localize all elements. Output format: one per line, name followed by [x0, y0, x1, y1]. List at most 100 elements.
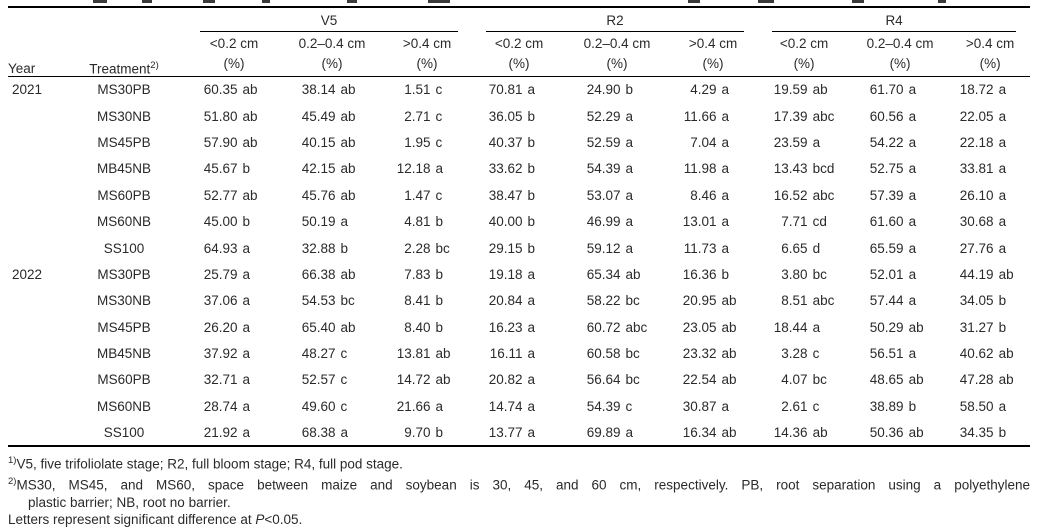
value-number: 33.62	[488, 161, 523, 177]
value-cell: 33.62 b	[472, 156, 566, 182]
value-cell: 12.18 a	[382, 156, 472, 182]
significance-letters: bc	[812, 372, 827, 388]
significance-letters: bc	[625, 346, 640, 362]
year-cell: 2021	[12, 82, 43, 98]
value-number: 38.89	[869, 398, 904, 414]
significance-letters: ab	[998, 346, 1014, 362]
subcol-range: <0.2 cm	[779, 35, 829, 51]
value-number: 48.65	[869, 372, 904, 388]
value-cell: 19.18 a	[472, 261, 566, 287]
root-diameter-distribution-table: Year Treatment2) V5 R2 R4 <0.2 cm (%) 0.2–0.…	[8, 6, 1031, 447]
year-cell	[8, 208, 62, 234]
value-cell: 26.10 a	[950, 182, 1030, 208]
significance-letters: a	[242, 240, 251, 256]
value-cell: 40.00 b	[472, 208, 566, 234]
significance-letters: b	[242, 214, 251, 230]
significance-letters: c	[812, 398, 820, 414]
treatment-cell: SS100	[103, 240, 145, 256]
value-cell: 8.51 abc	[758, 288, 850, 314]
value-cell: 18.44 a	[758, 314, 850, 340]
value-number: 22.05	[959, 108, 994, 124]
significance-letters: a	[908, 240, 917, 256]
significance-letters: abc	[812, 108, 835, 124]
significance-letters: a	[908, 134, 917, 150]
value-number: 20.82	[488, 372, 523, 388]
significance-letters: a	[721, 82, 730, 98]
subcol-header: <0.2 cm (%)	[186, 32, 282, 77]
table-row: MS30NB 37.06 a 54.53 bc 8.41 b 20.84 a 58.22 bc 20.…	[8, 288, 1030, 314]
treatment-cell: MS30NB	[96, 108, 152, 124]
subcol-unit: (%)	[606, 56, 628, 71]
value-number: 7.83	[404, 266, 431, 282]
value-cell: 8.40 b	[382, 314, 472, 340]
significance-letters: a	[998, 214, 1007, 230]
value-cell: 52.77 ab	[186, 182, 282, 208]
value-number: 19.59	[773, 82, 808, 98]
value-number: 4.29	[690, 82, 717, 98]
value-cell: 18.72 a	[950, 77, 1030, 103]
col-header-treatment: Treatment2)	[62, 6, 186, 77]
table-row: SS100 21.92 a 68.38 a 9.70 b 13.77 a 69.89 a 16.34 a…	[8, 419, 1031, 447]
value-cell: 22.18 a	[950, 129, 1030, 155]
value-number: 60.35	[203, 82, 238, 98]
value-cell: 11.66 a	[668, 103, 758, 129]
value-cell: 34.05 b	[950, 288, 1030, 314]
value-cell: 52.57 c	[282, 367, 382, 393]
value-cell: 37.92 a	[186, 340, 282, 366]
significance-letters: a	[998, 161, 1007, 177]
year-cell	[8, 156, 62, 182]
table-row: 2022 MS30PB 25.79 a 66.38 ab 7.83 b 19.18 a 65.34 a…	[8, 261, 1030, 287]
value-number: 3.28	[781, 346, 808, 362]
significance-letters: ab	[435, 372, 451, 388]
subcol-unit: (%)	[979, 56, 1001, 71]
significance-letters: a	[527, 82, 536, 98]
significance-letters: a	[527, 424, 536, 440]
value-cell: 7.71 cd	[758, 208, 850, 234]
value-cell: 48.65 ab	[850, 367, 950, 393]
significance-letters: c	[435, 134, 443, 150]
value-cell: 32.71 a	[186, 367, 282, 393]
value-cell: 54.39 a	[566, 156, 668, 182]
value-cell: 50.29 ab	[850, 314, 950, 340]
significance-letters: c	[340, 398, 348, 414]
significance-letters: ab	[340, 319, 356, 335]
table-row: MB45NB 37.92 a 48.27 c 13.81 ab 16.11 a 60.58 bc 23…	[8, 340, 1030, 366]
table-row: SS100 64.93 a 32.88 b 2.28 bc 29.15 b 59.12 a 11.73…	[8, 235, 1030, 261]
value-number: 66.38	[301, 266, 336, 282]
group-label: R2	[486, 13, 745, 32]
value-number: 1.51	[404, 82, 431, 98]
significance-letters: b	[527, 108, 536, 124]
p-value-symbol: P	[255, 512, 265, 528]
value-cell: 14.74 a	[472, 393, 566, 419]
significance-letters: ab	[340, 82, 356, 98]
group-header-r2: R2	[472, 6, 759, 32]
footnote-stages: 1)V5, five trifoliolate stage; R2, full …	[8, 452, 1030, 473]
significance-letters: b	[435, 293, 444, 309]
value-cell: 60.58 bc	[566, 340, 668, 366]
value-cell: 52.01 a	[850, 261, 950, 287]
value-number: 3.80	[781, 266, 808, 282]
value-number: 60.72	[586, 319, 621, 335]
value-cell: 21.66 a	[382, 393, 472, 419]
group-header-v5: V5	[186, 6, 473, 32]
subcol-header: 0.2–0.4 cm (%)	[282, 32, 382, 77]
value-number: 57.44	[869, 293, 904, 309]
value-number: 57.90	[203, 134, 238, 150]
significance-letters: a	[721, 187, 730, 203]
value-cell: 23.05 ab	[668, 314, 758, 340]
significance-letters: a	[435, 161, 444, 177]
significance-letters: ab	[721, 346, 737, 362]
value-cell: 38.14 ab	[282, 77, 382, 103]
table-row: MS45PB 26.20 a 65.40 ab 8.40 b 16.23 a 60.72 abc 23…	[8, 314, 1030, 340]
value-cell: 58.22 bc	[566, 288, 668, 314]
value-cell: 7.04 a	[668, 129, 758, 155]
value-number: 9.70	[404, 424, 431, 440]
value-number: 34.35	[959, 424, 994, 440]
value-number: 50.29	[869, 319, 904, 335]
value-cell: 70.81 a	[472, 77, 566, 103]
subcol-range: 0.2–0.4 cm	[298, 35, 366, 51]
value-cell: 56.64 bc	[566, 367, 668, 393]
value-number: 44.19	[959, 266, 994, 282]
value-cell: 29.15 b	[472, 235, 566, 261]
significance-letters: a	[435, 398, 444, 414]
